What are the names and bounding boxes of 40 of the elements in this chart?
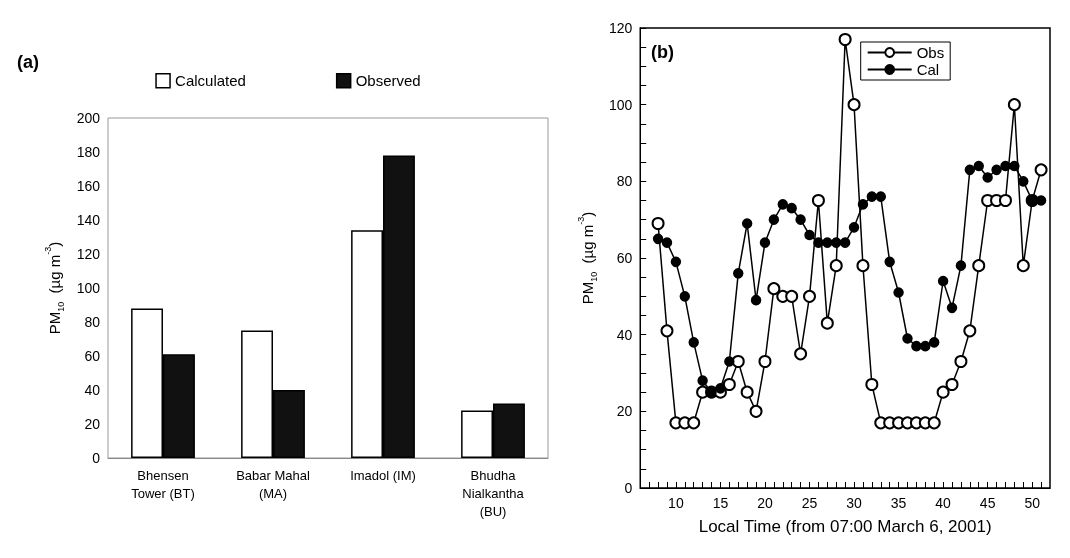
y-tick-label: 120 [608,20,633,36]
x-tick-label: 25 [801,495,818,511]
x-tick-label: Imadol (IM) [350,467,416,483]
x-tick-label: 20 [757,495,773,511]
y-tick-label: 180 [76,144,101,160]
x-tick-label: 30 [846,495,863,511]
x-axis-title: Local Time (from 07:00 March 6, 2001) [698,517,992,536]
legend-label: Cal [916,61,940,78]
x-tick-label: 40 [935,495,952,511]
x-tick-label: 10 [668,495,684,511]
x-tick-label: Babar Mahal (MA) [236,467,310,501]
y-tick-label: 100 [76,280,101,296]
y-axis-title: PM10 (µg m-3) [43,241,67,335]
y-tick-label: 40 [84,382,101,398]
legend-label: Observed [355,72,421,90]
y-tick-label: 80 [616,173,633,190]
x-tick-label: 45 [979,495,996,511]
y-tick-label: 20 [84,416,101,432]
legend-label: Calculated [175,72,246,90]
x-tick-label: 50 [1024,495,1041,511]
legend-label: Obs [916,44,945,61]
y-tick-label: 20 [616,403,633,420]
y-axis-title: PM10 (µg m-3) [575,211,599,305]
y-tick-label: 160 [76,178,101,194]
x-tick-label: 15 [712,495,729,511]
y-tick-label: 200 [76,110,101,126]
y-tick-label: 120 [76,246,101,262]
y-tick-label: 60 [84,348,101,364]
y-tick-label: 60 [616,250,633,266]
y-tick-label: 0 [624,480,633,496]
y-tick-label: 40 [616,326,633,343]
text: (b) [651,42,674,62]
x-tick-label: Bhensen Tower (BT) [131,467,195,501]
x-tick-label: 35 [890,495,907,511]
y-tick-label: 80 [84,314,101,330]
x-tick-label: Bhudha Nialkantha (BU) [462,467,525,519]
y-tick-label: 100 [608,96,633,113]
y-tick-label: 0 [92,450,101,466]
y-tick-label: 140 [76,212,101,228]
chart-title: (a) [17,52,39,72]
